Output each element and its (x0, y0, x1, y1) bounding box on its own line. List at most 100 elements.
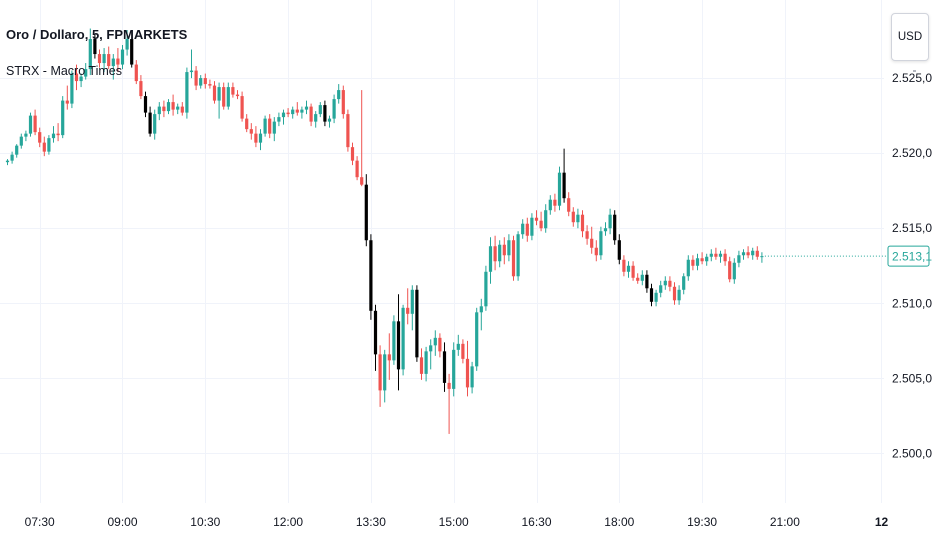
candle-body (176, 106, 180, 110)
candle-body (203, 78, 207, 85)
candle-body (70, 73, 74, 104)
candle-body (429, 345, 433, 352)
symbol-title[interactable]: Oro / Dollaro, 5, FPMARKETS (6, 27, 188, 42)
candle-body (309, 106, 313, 122)
candle-body (613, 214, 617, 241)
candle-body (498, 244, 502, 262)
time-tick-label: 15:00 (439, 515, 469, 529)
candle-body (594, 247, 598, 256)
time-tick-label: 12 (875, 515, 889, 529)
candle-body (222, 87, 226, 107)
candle-body (488, 246, 493, 272)
candle-body (116, 58, 120, 65)
candle-body (56, 133, 60, 136)
candle-body (61, 100, 65, 136)
candle-body (111, 58, 115, 67)
candle-body (281, 112, 286, 118)
candle-body (479, 306, 483, 313)
last-price-tag: 2.513,14 (764, 245, 932, 267)
candle-body (314, 114, 318, 122)
candle-body (65, 100, 69, 104)
candle-body (240, 96, 244, 119)
price-tick-label: 2.515,00 (892, 221, 932, 235)
time-tick-label: 21:00 (770, 515, 800, 529)
time-tick-label: 10:30 (190, 515, 220, 529)
candle-body (15, 145, 19, 155)
candle-body (567, 198, 571, 212)
candle-body (24, 133, 28, 137)
price-tick-label: 2.505,00 (892, 371, 932, 385)
candle-body (130, 39, 134, 65)
candle-body (291, 109, 295, 115)
candle-body (134, 64, 138, 82)
candle-body (235, 94, 240, 97)
candle-body (212, 85, 217, 101)
candle-body (327, 118, 332, 122)
candle-body (180, 106, 184, 113)
candle-body (337, 90, 341, 100)
candle-body (442, 351, 447, 383)
candle-body (79, 76, 83, 82)
candle-body (268, 118, 272, 134)
candle-body (419, 357, 424, 374)
candle-body (378, 354, 382, 391)
candle-body (166, 102, 171, 112)
candle-body (580, 214, 585, 232)
candle-body (387, 354, 391, 361)
candle-body (401, 307, 405, 370)
price-axis[interactable]: 2.500,00 2.505,00 2.510,00 2.515,00 2.520,00… (892, 71, 932, 460)
candle-body (157, 106, 161, 115)
candle-body (732, 262, 736, 280)
time-tick-label: 16:30 (521, 515, 551, 529)
candle-body (626, 265, 631, 272)
candle-body (258, 133, 263, 143)
candle-body (249, 129, 253, 134)
candle-body (406, 307, 410, 314)
time-tick-label: 09:00 (107, 515, 137, 529)
candle-body (19, 136, 23, 146)
candle-body (364, 184, 368, 241)
candle-body (424, 351, 428, 374)
candle-body (622, 259, 626, 272)
candle-body (649, 288, 654, 302)
candle-body (383, 354, 387, 391)
candle-body (714, 253, 718, 257)
candle-body (465, 358, 470, 388)
candle-body (254, 133, 258, 143)
candle-body (300, 109, 304, 113)
candle-body (350, 147, 355, 161)
time-tick-label: 19:30 (687, 515, 717, 529)
candle-body (28, 115, 33, 134)
candle-body (746, 252, 750, 256)
candle-body (548, 199, 552, 211)
candle-body (438, 337, 442, 352)
candle-body (456, 343, 460, 350)
candle-body (139, 81, 143, 97)
candle-body (493, 246, 497, 262)
candle-body (659, 285, 663, 293)
indicator-label[interactable]: STRX - Macro Times (6, 64, 122, 78)
candle-body (530, 217, 534, 236)
candle-body (153, 114, 157, 134)
candle-body (557, 172, 562, 206)
time-axis[interactable]: 07:30 09:00 10:30 12:00 13:30 15:00 16:30 18:00… (25, 515, 889, 529)
candle-body (636, 277, 640, 281)
candle-body (10, 154, 14, 161)
candle-body (507, 240, 511, 256)
candle-body (120, 49, 125, 65)
time-tick-label: 18:00 (604, 515, 634, 529)
candle-body (88, 39, 92, 70)
candle-body (272, 121, 276, 134)
candle-body (74, 73, 79, 82)
candle-body (245, 118, 249, 130)
candle-body (93, 39, 97, 55)
candle-body (718, 253, 723, 257)
candle-body (705, 256, 709, 262)
currency-button[interactable]: USD (891, 13, 929, 61)
time-tick-label: 13:30 (356, 515, 386, 529)
candle-body (304, 106, 309, 110)
candle-body (208, 84, 212, 86)
candle-body (33, 115, 37, 133)
candle-body (728, 261, 732, 280)
